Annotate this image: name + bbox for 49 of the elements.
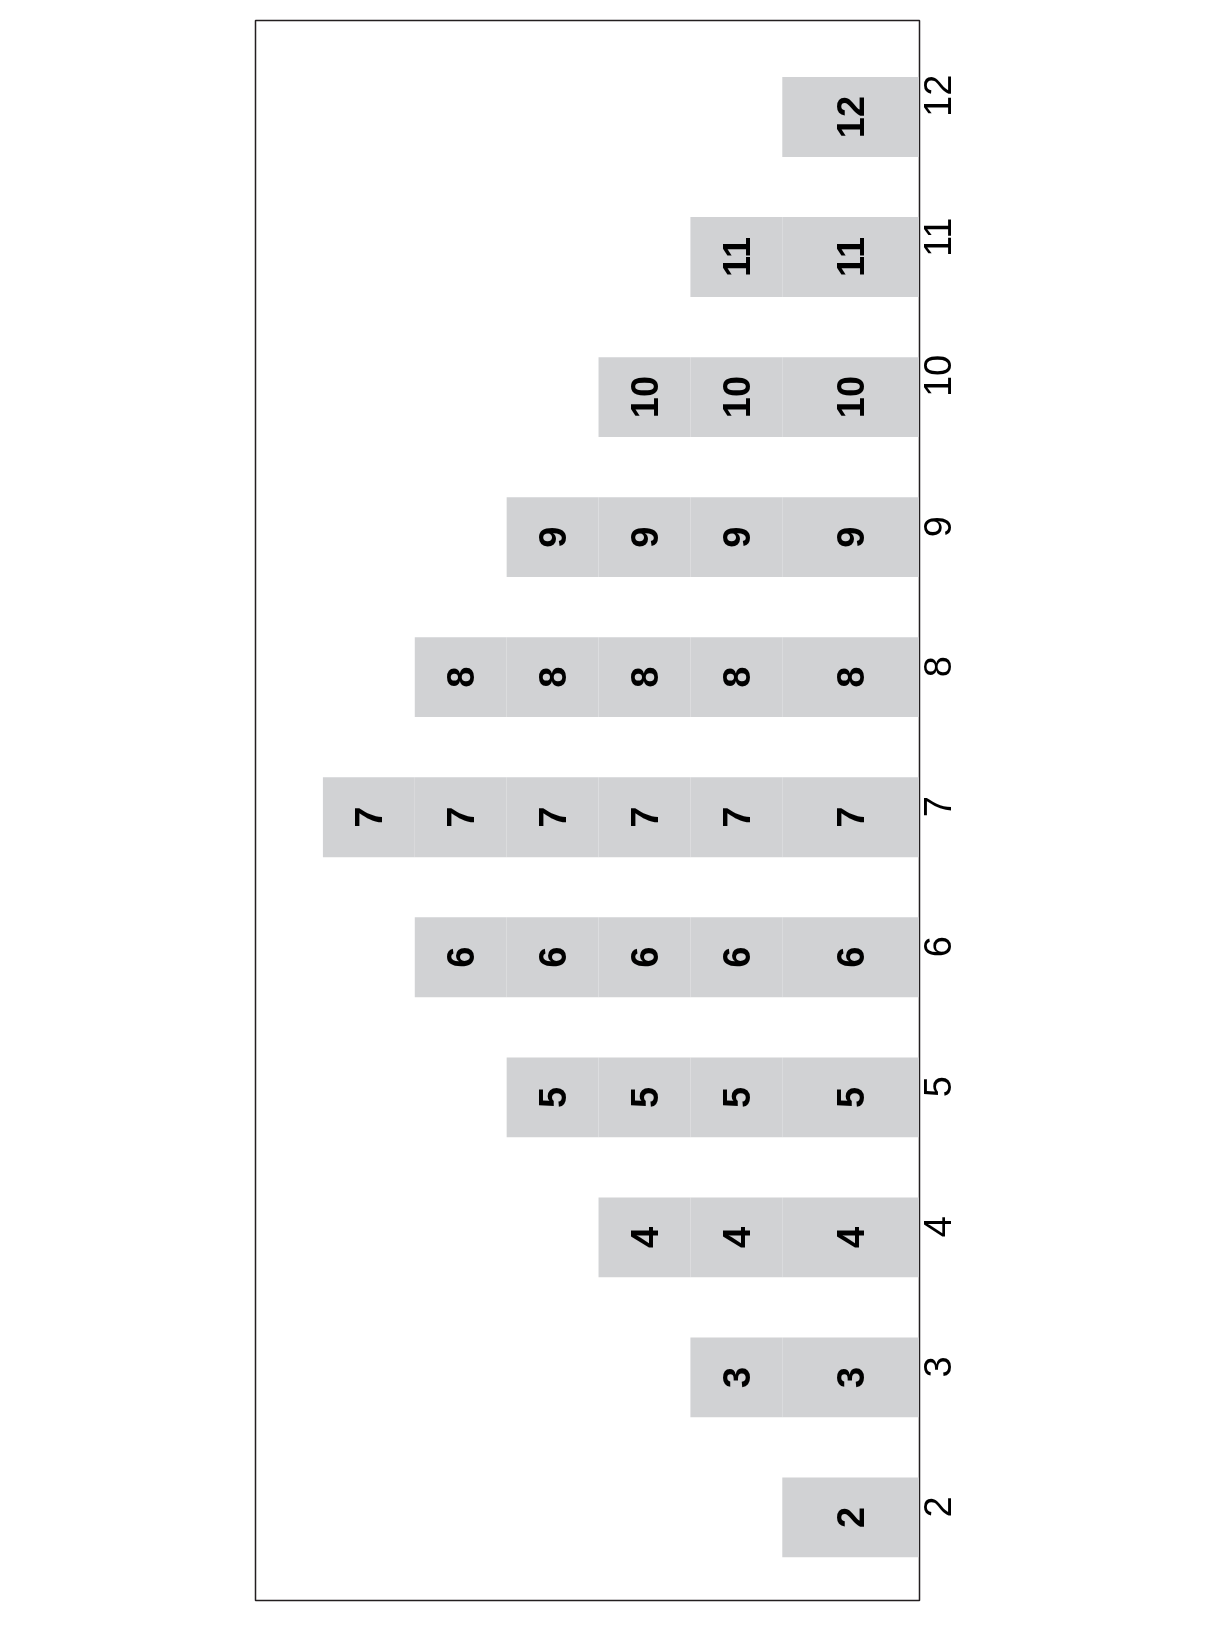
y-tick-label: 2 — [830, 1506, 873, 1529]
y-tick-label: 6 — [830, 946, 873, 968]
annotation: 4 — [917, 1216, 959, 1238]
annotation: 2 — [917, 1496, 959, 1518]
annotation: 5 — [532, 1086, 575, 1108]
y-tick-label: 8 — [830, 666, 873, 688]
annotation: 8 — [715, 666, 758, 688]
annotation: 9 — [623, 526, 666, 548]
y-tick-label: 4 — [830, 1226, 873, 1248]
annotation: 5 — [917, 1076, 959, 1098]
annotation: 6 — [440, 946, 483, 968]
annotation: 9 — [715, 526, 758, 548]
annotation: 4 — [715, 1226, 758, 1248]
annotation: 10 — [715, 375, 758, 419]
y-tick-label: 5 — [830, 1086, 873, 1108]
annotation: 10 — [917, 354, 959, 398]
y-tick-label: 9 — [830, 526, 873, 548]
y-tick-label: 7 — [830, 806, 873, 828]
annotation: 7 — [917, 796, 959, 818]
annotation: 12 — [917, 74, 959, 117]
annotation: 11 — [917, 217, 959, 258]
annotation: 9 — [917, 515, 959, 538]
y-tick-label: 10 — [830, 375, 873, 419]
annotation: 4 — [623, 1226, 666, 1248]
annotation: 10 — [623, 375, 666, 419]
bar — [782, 77, 920, 157]
annotation: 6 — [917, 936, 959, 958]
annotation: 7 — [623, 806, 666, 828]
y-tick-label: 11 — [830, 236, 873, 278]
y-tick-label: 3 — [830, 1366, 873, 1388]
annotation: 8 — [623, 666, 666, 688]
bar — [782, 1477, 920, 1558]
annotation: 5 — [715, 1086, 758, 1108]
annotation: 7 — [440, 806, 483, 828]
annotation: 8 — [532, 666, 575, 688]
annotation: 9 — [532, 526, 575, 548]
annotation: 7 — [715, 806, 758, 828]
annotation: 6 — [623, 946, 666, 968]
annotation: 8 — [440, 666, 483, 688]
annotation: 8 — [917, 656, 959, 678]
annotation: 3 — [715, 1366, 758, 1388]
annotation: 6 — [532, 946, 575, 968]
annotation: 7 — [532, 806, 575, 828]
annotation: 5 — [623, 1086, 666, 1108]
annotation: 3 — [917, 1356, 959, 1378]
y-tick-label: 12 — [830, 95, 873, 139]
annotation: 11 — [715, 236, 758, 278]
annotation: 6 — [715, 946, 758, 968]
annotation: 7 — [348, 806, 391, 828]
